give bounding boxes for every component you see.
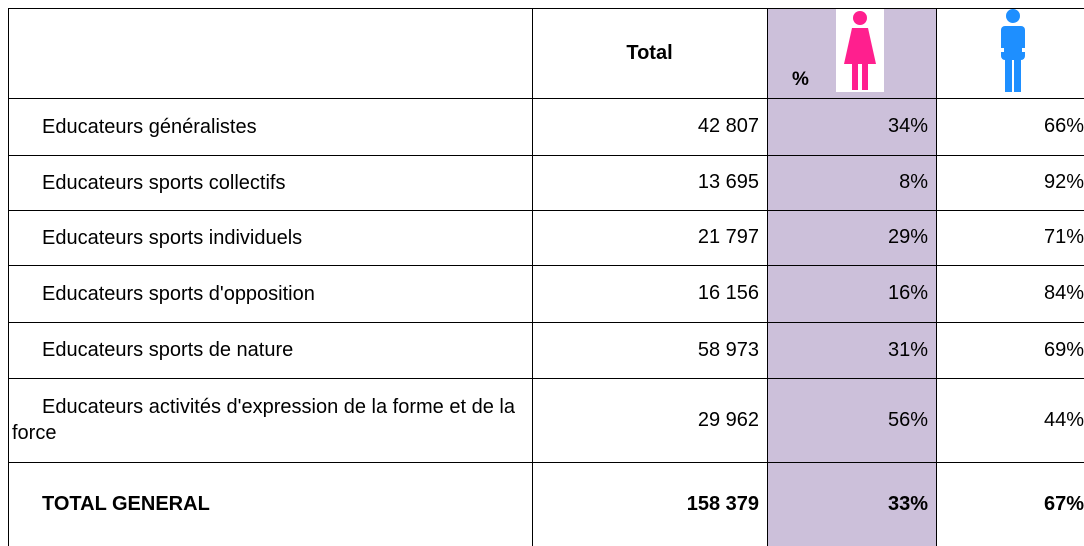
row-label: Educateurs généralistes bbox=[42, 115, 257, 138]
header-female-label: % bbox=[792, 69, 809, 90]
female-column-bg bbox=[768, 8, 936, 546]
row-border bbox=[8, 98, 1084, 99]
row-border bbox=[8, 265, 1084, 266]
female-cell: 56% bbox=[887, 408, 928, 431]
male-cell: 84% bbox=[1043, 282, 1084, 304]
male-cell: 92% bbox=[1043, 171, 1084, 193]
column-border bbox=[767, 8, 768, 546]
female-cell: 31% bbox=[887, 338, 928, 361]
male-cell: 71% bbox=[1043, 226, 1084, 248]
row-border bbox=[8, 322, 1084, 323]
female-cell: 8% bbox=[899, 171, 928, 193]
female-cell: 33% bbox=[887, 492, 928, 515]
total-cell: 58 973 bbox=[697, 338, 759, 361]
row-border bbox=[8, 210, 1084, 211]
row-label: Educateurs sports de nature bbox=[42, 339, 294, 361]
male-cell: 67% bbox=[1043, 492, 1084, 515]
total-cell: 29 962 bbox=[697, 408, 759, 431]
total-cell: 16 156 bbox=[697, 282, 759, 304]
female-cell: 16% bbox=[887, 282, 928, 304]
row-label: TOTAL GENERAL bbox=[42, 493, 210, 515]
row-border bbox=[8, 378, 1084, 379]
male-icon bbox=[1001, 9, 1025, 92]
row-label: Educateurs sports d'opposition bbox=[42, 282, 315, 305]
male-cell: 66% bbox=[1043, 115, 1084, 137]
male-cell: 44% bbox=[1043, 408, 1084, 431]
row-border bbox=[8, 462, 1084, 463]
row-label: Educateurs sports individuels bbox=[42, 226, 303, 249]
total-cell: 42 807 bbox=[697, 115, 759, 137]
total-cell: 13 695 bbox=[697, 171, 759, 193]
male-cell: 69% bbox=[1043, 338, 1084, 361]
female-icon bbox=[836, 8, 884, 92]
row-label: Educateurs activités d'expression de la … bbox=[12, 396, 515, 444]
column-border bbox=[936, 8, 937, 546]
female-cell: 29% bbox=[887, 226, 928, 248]
row-border bbox=[8, 8, 1084, 9]
total-cell: 21 797 bbox=[697, 226, 759, 248]
total-cell: 158 379 bbox=[686, 492, 759, 515]
column-border bbox=[532, 8, 533, 546]
female-cell: 34% bbox=[887, 115, 928, 137]
column-border bbox=[8, 8, 9, 546]
row-border bbox=[8, 155, 1084, 156]
row-label: Educateurs sports collectifs bbox=[42, 171, 286, 194]
header-total: Total bbox=[626, 41, 673, 64]
